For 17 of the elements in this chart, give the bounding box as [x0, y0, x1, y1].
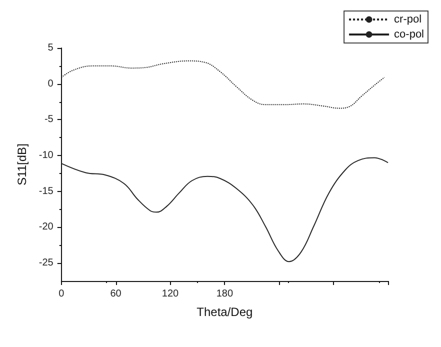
legend-label: co-pol: [394, 28, 424, 40]
legend-label: cr-pol: [394, 14, 422, 26]
y-tick-label: 5: [48, 42, 54, 54]
x-axis-title: Theta/Deg: [196, 305, 253, 319]
line-series: [60, 157, 388, 262]
y-tick-label: -15: [38, 186, 54, 197]
line-series: [60, 60, 385, 109]
x-tick-label: 60: [110, 288, 122, 300]
x-tick-label: 180: [216, 288, 234, 300]
y-tick-label: -25: [38, 258, 54, 269]
y-tick-label: 0: [48, 78, 54, 90]
y-axis-title: S11[dB]: [15, 144, 29, 186]
y-tick-label: -5: [44, 114, 54, 126]
x-tick-label: 0: [58, 288, 65, 300]
x-tick-label: 120: [162, 288, 180, 300]
y-tick-label: -20: [38, 222, 54, 233]
y-tick-label: -10: [38, 150, 54, 162]
